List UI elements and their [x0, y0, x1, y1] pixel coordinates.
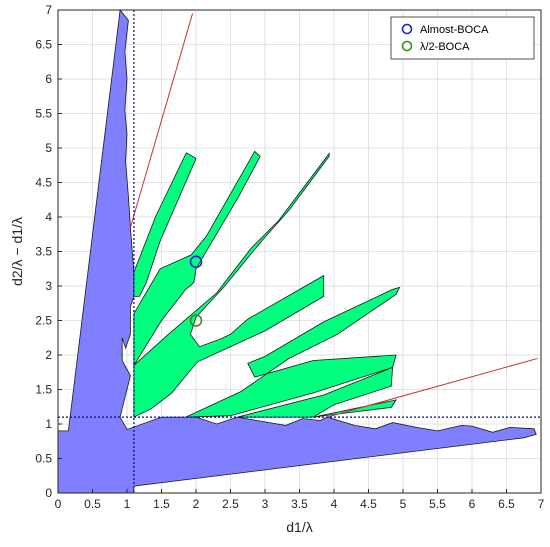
y-tick-label: 2: [45, 348, 52, 362]
x-tick-label: 4.5: [360, 497, 377, 511]
markers: [189, 255, 203, 327]
y-tick-label: 6: [45, 72, 52, 86]
green-region: [133, 152, 197, 297]
legend-label: λ/2-BOCA: [420, 41, 470, 53]
y-tick-label: 4.5: [35, 176, 52, 190]
y-axis-label-text: d2/λ − d1/λ: [9, 217, 25, 286]
x-tick-label: 5: [400, 497, 407, 511]
regions: [57, 9, 537, 494]
x-tick-label: 3.5: [291, 497, 308, 511]
x-tick-label: 4: [331, 497, 338, 511]
x-axis-label: d1/λ: [286, 519, 312, 535]
y-tick-label: 5: [45, 141, 52, 155]
y-tick-label: 3: [45, 279, 52, 293]
x-tick-label: 6: [469, 497, 476, 511]
y-tick-label: 1.5: [35, 383, 52, 397]
legend-label: Almost-BOCA: [420, 24, 489, 36]
y-axis-label: d2/λ − d1/λ: [9, 217, 25, 286]
legend: Almost-BOCA λ/2-BOCA: [390, 16, 535, 60]
series-marker: [189, 255, 203, 269]
y-tick-label: 3.5: [35, 245, 52, 259]
y-tick-label: 7: [45, 3, 52, 17]
x-tick-label: 5.5: [429, 497, 446, 511]
ticks: 0 0.5 1 1.5 2 2.5 3 3.5 4 4.5 5 5.5 6 6.5 7 0 0.5 1 1.5 2 2.…: [35, 3, 544, 511]
y-tick-label: 6.5: [35, 38, 52, 52]
x-tick-label: 1: [124, 497, 131, 511]
lines: [58, 10, 541, 493]
red-line: [129, 13, 194, 228]
x-tick-label: 1.5: [153, 497, 170, 511]
x-tick-label: 0: [55, 497, 62, 511]
y-tick-label: 0.5: [35, 452, 52, 466]
x-tick-label: 0.5: [84, 497, 101, 511]
y-tick-label: 0: [45, 486, 52, 500]
y-tick-label: 5.5: [35, 107, 52, 121]
legend-marker: [401, 23, 413, 35]
red-line: [326, 357, 538, 418]
legend-marker: [401, 40, 413, 52]
green-region: [133, 150, 261, 367]
x-tick-label: 2.5: [222, 497, 239, 511]
x-axis-label-text: d1/λ: [286, 519, 312, 535]
x-tick-label: 3: [262, 497, 269, 511]
y-tick-label: 1: [45, 417, 52, 431]
green-region: [185, 286, 401, 418]
y-tick-label: 2.5: [35, 314, 52, 328]
x-tick-label: 6.5: [498, 497, 515, 511]
series-marker: [189, 314, 203, 327]
y-tick-label: 4: [45, 210, 52, 224]
blue-region: [57, 9, 537, 494]
x-tick-label: 2: [193, 497, 200, 511]
legend-box: [390, 16, 535, 60]
x-tick-label: 7: [538, 497, 545, 511]
